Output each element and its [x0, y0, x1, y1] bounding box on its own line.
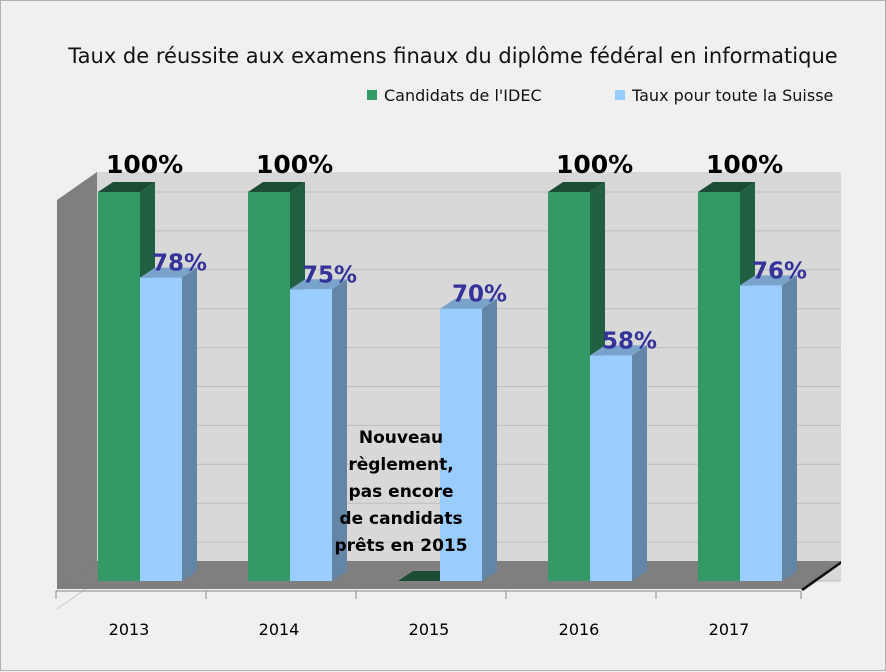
bar-suisse-2017	[740, 285, 782, 581]
bar-suisse-2013	[140, 277, 182, 581]
x-tick-label: 2013	[109, 620, 150, 639]
bar-idec-2017	[698, 192, 740, 581]
data-label: 100%	[106, 150, 183, 179]
data-label: 70%	[452, 282, 507, 308]
bar-top-2017	[698, 182, 755, 192]
x-tick-label: 2015	[409, 620, 450, 639]
bar-top-2015	[440, 298, 497, 309]
x-tick-label: 2014	[259, 620, 300, 639]
annotation: Nouveau règlement, pas encore de candidats p…	[334, 428, 467, 556]
legend-swatch-idec	[367, 90, 377, 100]
bar-top-2014	[290, 279, 347, 290]
bar-side-2016	[632, 345, 647, 581]
bar-idec-2013	[98, 192, 140, 581]
bar-suisse-2015	[440, 308, 482, 581]
chart-title: Taux de réussite aux examens finaux du d…	[67, 44, 837, 68]
bar-top-2013	[140, 267, 197, 278]
bar-top-2013	[98, 182, 155, 192]
x-tick-label: 2017	[709, 620, 750, 639]
bar-top-2016	[548, 182, 605, 192]
data-label: 58%	[602, 328, 657, 354]
data-label: 100%	[706, 150, 783, 179]
legend-label-idec: Candidats de l'IDEC	[384, 86, 542, 105]
legend-label-suisse: Taux pour toute la Suisse	[631, 86, 833, 105]
legend-swatch-suisse	[615, 90, 625, 100]
bar-suisse-2016	[590, 355, 632, 581]
legend: Candidats de l'IDEC Taux pour toute la S…	[367, 86, 833, 105]
bar-side-2014	[332, 279, 347, 581]
annotation-line: prêts en 2015	[334, 536, 467, 556]
data-label: 76%	[752, 258, 807, 284]
x-tick-label: 2016	[559, 620, 600, 639]
data-labels: 100% 78% 100% 75% 70% 100% 58% 100% 76%	[106, 150, 807, 354]
x-axis: 2013 2014 2015 2016 2017	[55, 590, 802, 639]
bar-top-2016	[590, 345, 647, 356]
annotation-line: Nouveau	[359, 428, 443, 448]
bar-top-2014	[248, 182, 305, 192]
bars	[98, 182, 797, 581]
data-label: 100%	[256, 150, 333, 179]
bar-idec-2014	[248, 192, 290, 581]
data-label: 100%	[556, 150, 633, 179]
bar-top-2017	[740, 275, 797, 286]
bar-side-2015	[482, 298, 497, 581]
bar-idec-2016	[548, 192, 590, 581]
annotation-line: règlement,	[348, 455, 453, 475]
bar-side-2013	[182, 267, 197, 581]
data-label: 78%	[152, 251, 207, 277]
annotation-line: pas encore	[349, 482, 454, 502]
bar-side-2017	[782, 275, 797, 581]
floor-edge	[801, 561, 841, 591]
data-label: 75%	[302, 262, 357, 288]
annotation-line: de candidats	[339, 509, 462, 529]
side-wall	[57, 172, 97, 589]
bar-suisse-2014	[290, 289, 332, 581]
